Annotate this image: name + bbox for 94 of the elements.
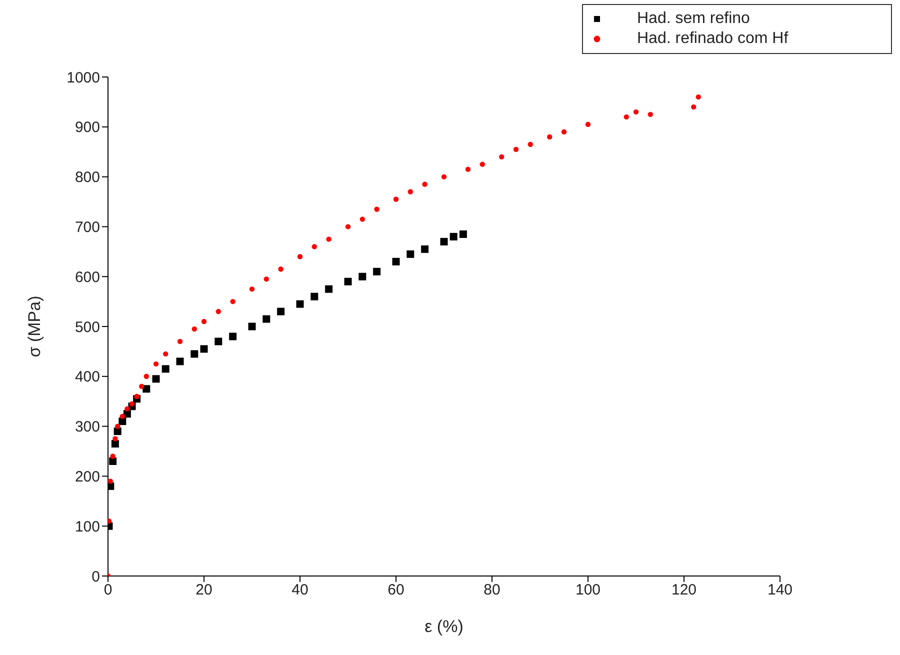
x-axis-title: ε (%) [424,617,464,636]
point [230,298,236,304]
point [450,232,458,240]
point [499,154,504,160]
point [144,374,149,379]
y-tick-label: 900 [74,119,100,136]
point [124,406,130,412]
point [312,244,317,250]
x-tick-label: 0 [104,582,112,599]
point [345,224,351,230]
point [163,351,168,357]
y-tick-label: 200 [74,468,100,486]
point [249,286,255,292]
y-tick-label: 1000 [66,69,100,86]
point [480,162,485,167]
point [114,428,122,436]
point [344,278,352,286]
point [200,345,208,353]
point [201,318,207,324]
point [360,216,365,222]
point [374,206,380,212]
y-tick-label: 500 [74,318,100,336]
point [547,134,552,140]
point [129,401,135,406]
point [264,276,269,282]
point [134,394,140,399]
point [325,285,333,293]
point [262,315,270,323]
point [422,182,428,187]
point [624,114,629,120]
point [297,254,303,260]
x-tick-label: 140 [767,582,793,599]
point [585,122,591,128]
point [108,518,112,524]
point [176,358,184,366]
point [392,258,400,266]
point [441,174,447,180]
point [408,189,413,194]
point [633,109,639,115]
point [111,440,119,448]
x-tick-label: 80 [484,582,500,599]
point [108,478,113,484]
y-axis-title: σ (MPa) [25,296,44,358]
point [177,338,183,344]
x-tick-label: 20 [196,582,212,599]
point [277,308,285,316]
point [229,332,237,340]
point [120,414,125,419]
point [110,454,116,459]
point [115,424,120,429]
point [459,230,467,238]
point [118,418,126,426]
point [696,94,701,100]
point [465,166,471,172]
point [561,129,567,134]
point [296,300,304,308]
point [691,104,696,110]
y-tick-label: 400 [74,368,100,386]
x-tick-label: 100 [575,582,601,599]
point [358,272,366,280]
y-tick-label: 0 [92,568,100,586]
point [513,146,519,152]
point [326,236,332,242]
y-tick-label: 700 [74,219,100,236]
point [373,268,381,276]
point [142,385,150,393]
point [190,350,198,358]
point [421,245,429,253]
point [648,112,653,118]
x-tick-label: 40 [292,582,308,599]
point [528,142,533,147]
point [139,384,144,389]
point [216,308,221,314]
point [112,436,118,442]
point [214,338,222,346]
x-tick-label: 60 [388,582,404,599]
y-tick-label: 300 [74,418,100,436]
legend-label: Had. refinado com Hf [637,30,788,48]
legend-label: Had. sem refino [637,10,750,28]
point [153,361,159,367]
point [406,250,414,258]
point [248,322,256,330]
y-tick-label: 800 [74,169,100,186]
point [109,457,117,465]
x-tick-label: 120 [671,582,697,599]
y-tick-label: 100 [74,518,100,536]
point [393,196,399,202]
point [440,238,448,246]
point [152,375,160,383]
point [278,266,284,272]
y-tick-label: 600 [74,268,100,286]
point [310,292,318,300]
point [162,365,170,373]
point [192,326,197,332]
